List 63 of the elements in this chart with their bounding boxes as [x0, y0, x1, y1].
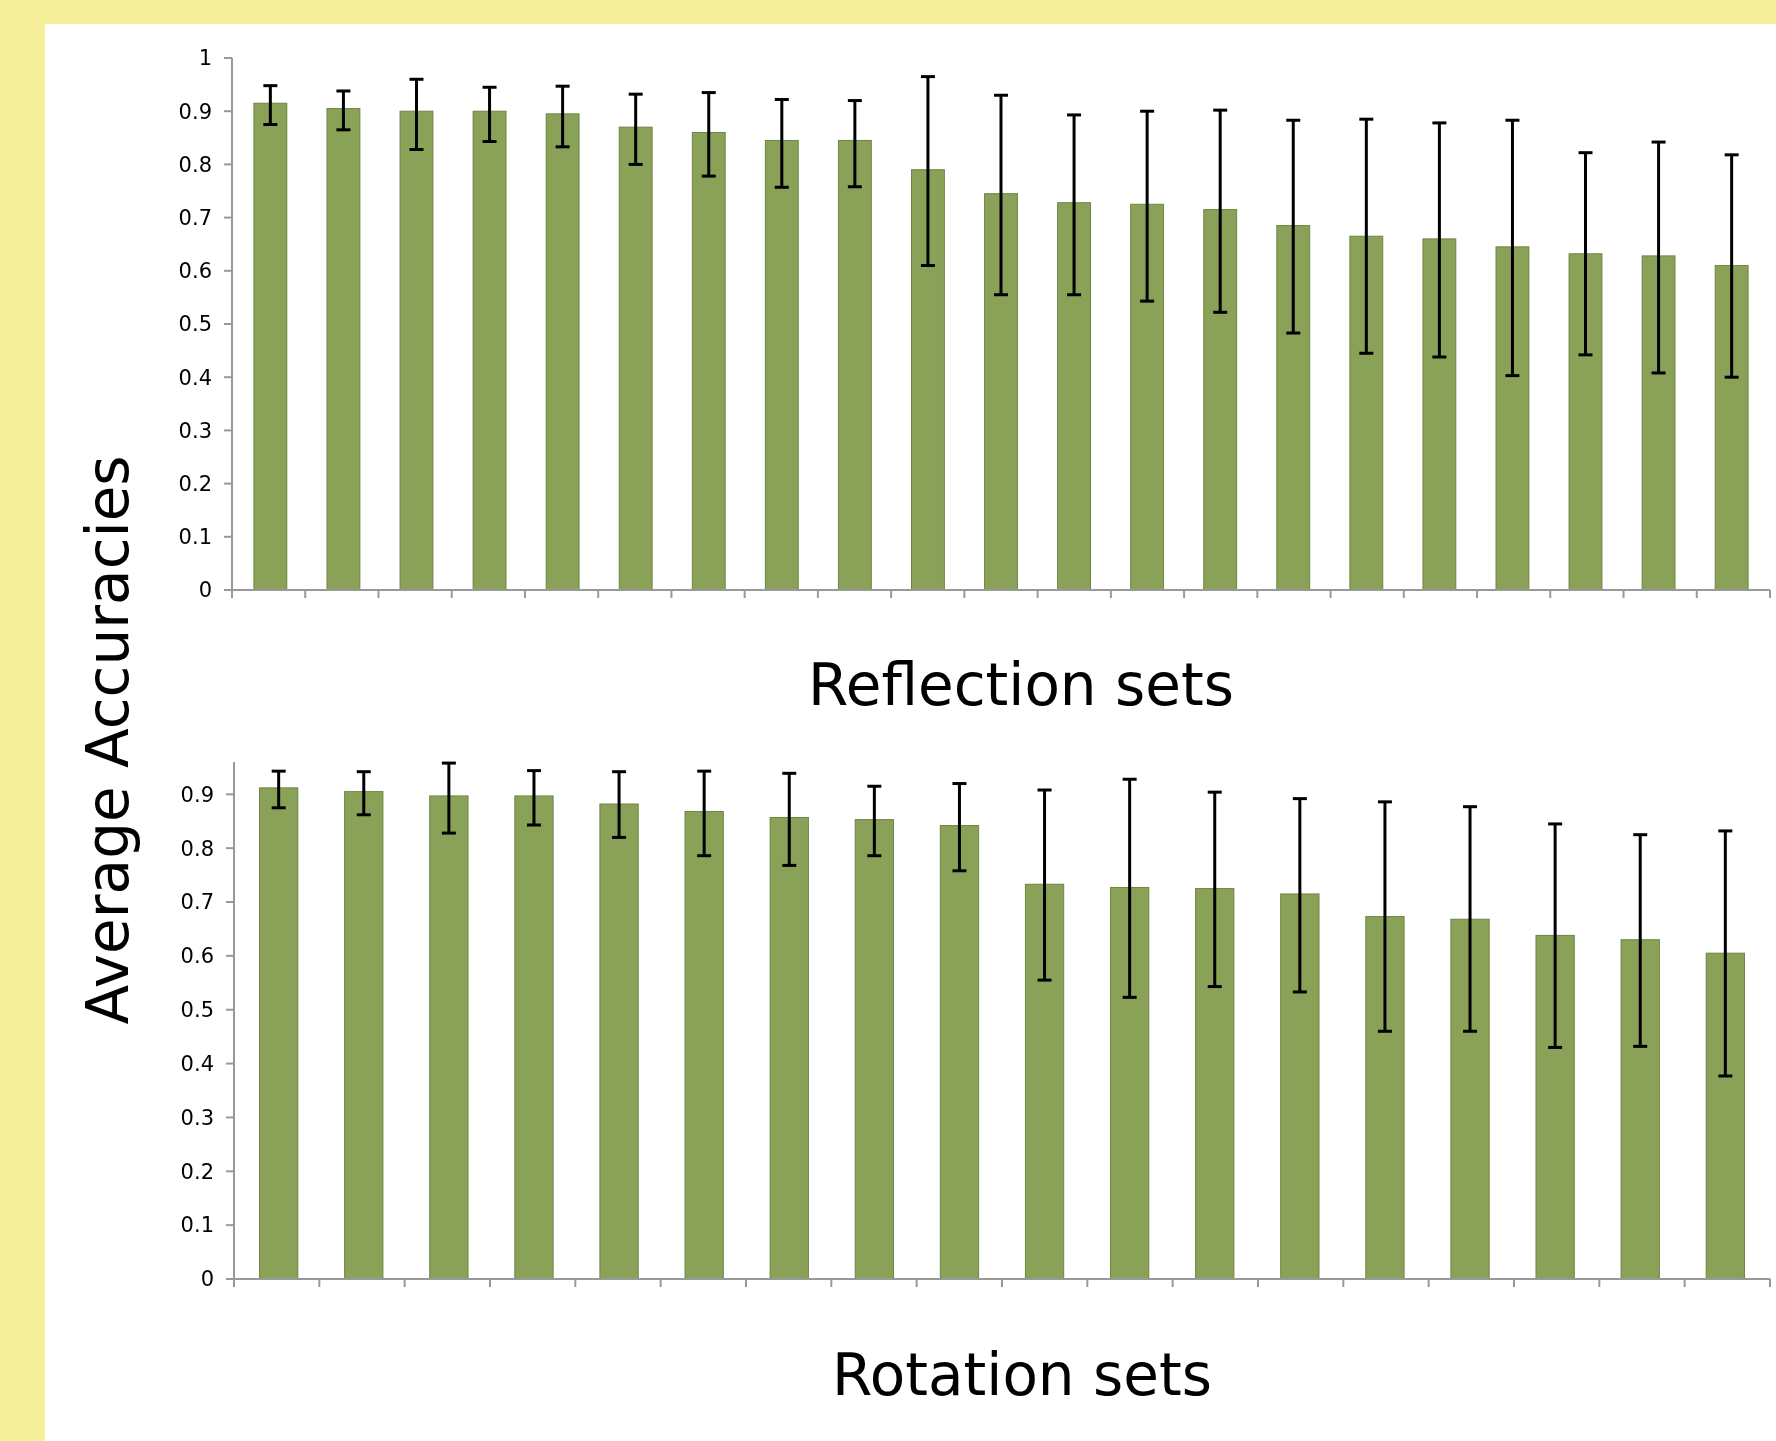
bar — [764, 139, 799, 591]
bar — [1422, 238, 1457, 591]
bar — [684, 811, 724, 1280]
y-tick-label: 0.8 — [180, 836, 214, 861]
bar — [1349, 235, 1384, 591]
bar — [691, 131, 726, 591]
bar — [1568, 253, 1603, 591]
bar — [1620, 939, 1660, 1280]
bar — [911, 169, 945, 591]
bar — [1495, 246, 1530, 591]
y-tick-label: 0.5 — [180, 998, 214, 1023]
bar — [1110, 886, 1150, 1280]
bar — [326, 108, 361, 591]
y-axis-title: Average Accuracies — [74, 455, 142, 1025]
y-tick-label: 0.3 — [178, 418, 212, 443]
bar — [253, 102, 288, 591]
y-tick-label: 0.7 — [178, 205, 212, 230]
y-tick-label: 0 — [198, 578, 212, 603]
y-tick-label: 1 — [198, 46, 212, 71]
bar — [429, 795, 469, 1280]
y-tick-label: 0.8 — [178, 152, 212, 177]
bar — [984, 193, 1018, 591]
x-axis-title: Rotation sets — [832, 1341, 1212, 1409]
y-tick-label: 0.6 — [180, 944, 214, 969]
bar — [939, 825, 980, 1280]
y-tick-label: 0.1 — [178, 525, 212, 550]
y-tick-label: 0.1 — [180, 1213, 214, 1238]
y-tick-label: 0.5 — [178, 312, 212, 337]
x-axis-title: Reflection sets — [808, 651, 1234, 719]
bar — [514, 795, 554, 1280]
bar — [1130, 203, 1165, 591]
y-tick-label: 0.6 — [178, 259, 212, 284]
bar — [1365, 916, 1405, 1280]
bar — [399, 110, 434, 591]
bar — [1280, 893, 1320, 1280]
bar — [1203, 209, 1238, 591]
bar — [1195, 888, 1235, 1280]
bar — [1714, 264, 1749, 591]
y-tick-label: 0 — [200, 1267, 214, 1292]
bar — [472, 110, 507, 591]
y-tick-label: 0.4 — [178, 365, 212, 390]
bar — [854, 819, 894, 1280]
bar — [259, 787, 299, 1280]
y-tick-label: 0.7 — [180, 890, 214, 915]
y-tick-label: 0.2 — [178, 471, 212, 496]
bar — [1450, 918, 1490, 1280]
y-tick-label: 0.2 — [180, 1159, 214, 1184]
bar — [344, 791, 384, 1280]
y-tick-label: 0.9 — [180, 782, 214, 807]
bar — [618, 126, 653, 591]
y-tick-label: 0.4 — [180, 1051, 214, 1076]
bar — [1024, 883, 1065, 1280]
bar — [1705, 952, 1745, 1280]
bar — [837, 139, 872, 591]
bar — [769, 816, 809, 1280]
y-tick-label: 0.3 — [180, 1105, 214, 1130]
bar — [599, 803, 639, 1280]
bar — [1535, 934, 1575, 1280]
bar — [1641, 255, 1676, 591]
bar — [1057, 202, 1091, 591]
bar — [545, 113, 580, 591]
bar — [1276, 225, 1311, 591]
y-tick-label: 0.9 — [178, 99, 212, 124]
